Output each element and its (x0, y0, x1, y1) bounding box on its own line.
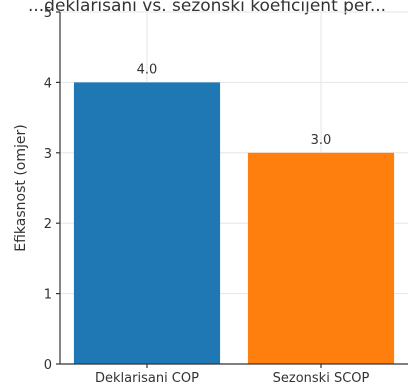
y-tick-label: 0 (44, 358, 52, 373)
x-tick-label: Sezonski SCOP (273, 371, 370, 385)
x-axis-ticks: Deklarisani COP Sezonski SCOP (95, 364, 370, 385)
bar-value-labels: 4.0 3.0 (137, 62, 332, 147)
bar-2 (247, 152, 395, 364)
x-tick-label: Deklarisani COP (95, 371, 199, 385)
y-tick-label: 5 (44, 6, 52, 21)
bar-value-label: 4.0 (137, 62, 158, 77)
bar-1 (73, 82, 221, 365)
bar-value-label: 3.0 (311, 133, 332, 148)
bars (73, 82, 395, 365)
y-tick-label: 3 (44, 147, 52, 162)
y-axis-title: Efikasnost (omjer) (13, 124, 29, 251)
chart-title: ...deklarisani vs. sezonski koeficijent … (28, 0, 386, 16)
y-axis-ticks: 0 1 2 3 4 5 (44, 6, 60, 373)
y-tick-label: 1 (44, 288, 52, 303)
y-tick-label: 2 (44, 217, 52, 232)
y-tick-label: 4 (44, 76, 52, 91)
